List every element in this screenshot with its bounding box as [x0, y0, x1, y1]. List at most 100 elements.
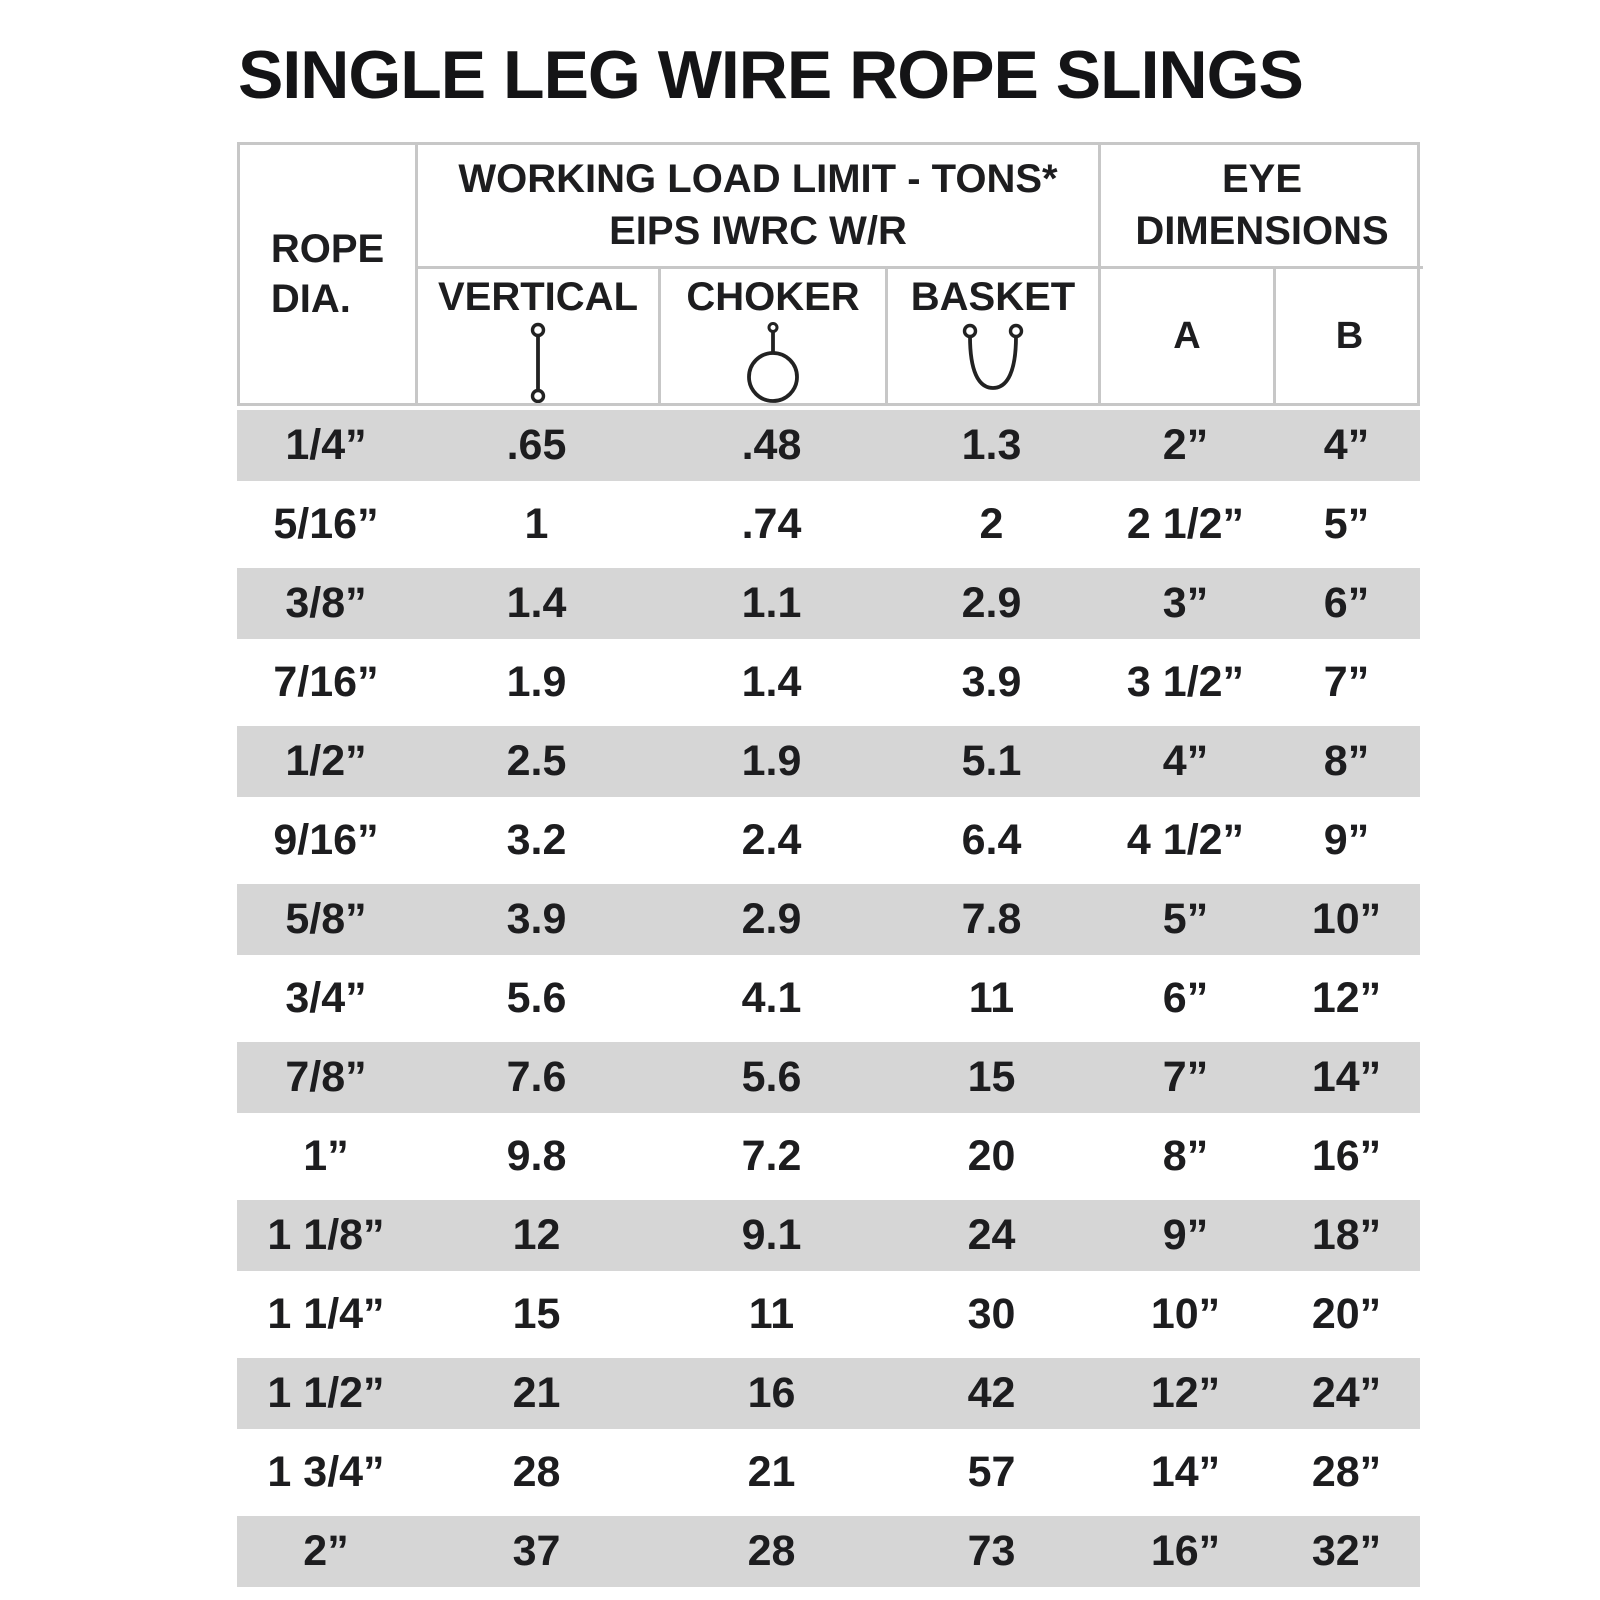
- basket-wll-cell: 2.9: [961, 579, 1022, 627]
- rope-dia-cell: 3/8”: [285, 579, 367, 627]
- header-rope-dia-line2: DIA.: [270, 277, 351, 321]
- basket-wll-cell: 2: [979, 500, 1004, 548]
- eye-b-cell: 7”: [1323, 658, 1370, 706]
- rope-dia-cell: 1/2”: [285, 737, 367, 785]
- table-row: 7/16” 1.9 1.4 3.9 3 1/2” 7”: [237, 643, 1420, 722]
- table-row: 1 1/2” 21 16 42 12” 24”: [237, 1354, 1420, 1433]
- choker-sling-icon: [747, 322, 799, 403]
- header-eye-line1: EYE: [1221, 157, 1303, 202]
- rope-dia-cell: 1 1/2”: [267, 1369, 385, 1417]
- vertical-wll-cell: 12: [512, 1211, 561, 1259]
- table-row: 1 3/4” 28 21 57 14” 28”: [237, 1433, 1420, 1512]
- header-eye-line2: DIMENSIONS: [1135, 208, 1389, 253]
- rope-dia-cell: 1/4”: [285, 421, 367, 469]
- header-vertical: VERTICAL: [418, 269, 661, 403]
- rope-dia-cell: 7/8”: [285, 1053, 367, 1101]
- eye-a-cell: 2 1/2”: [1126, 500, 1245, 548]
- choker-wll-cell: 7.2: [741, 1132, 802, 1180]
- vertical-wll-cell: .65: [506, 421, 567, 469]
- vertical-wll-cell: 37: [512, 1527, 561, 1575]
- rope-dia-cell: 1 1/4”: [267, 1290, 385, 1338]
- vertical-wll-cell: 7.6: [506, 1053, 567, 1101]
- table-row: 1 1/8” 12 9.1 24 9” 18”: [237, 1196, 1420, 1275]
- rope-dia-cell: 7/16”: [273, 658, 379, 706]
- eye-b-cell: 20”: [1311, 1290, 1382, 1338]
- rope-dia-cell: 3/4”: [285, 974, 367, 1022]
- eye-b-cell: 10”: [1311, 895, 1382, 943]
- choker-wll-cell: 16: [747, 1369, 796, 1417]
- basket-wll-cell: 5.1: [961, 737, 1022, 785]
- rope-dia-cell: 5/16”: [273, 500, 379, 548]
- table-row: 1 1/4” 15 11 30 10” 20”: [237, 1275, 1420, 1354]
- eye-a-cell: 3 1/2”: [1126, 658, 1245, 706]
- choker-wll-cell: 21: [747, 1448, 796, 1496]
- vertical-wll-cell: 2.5: [506, 737, 567, 785]
- eye-a-cell: 8”: [1162, 1132, 1209, 1180]
- vertical-sling-icon: [530, 322, 546, 403]
- basket-wll-cell: 20: [967, 1132, 1016, 1180]
- table-row: 7/8” 7.6 5.6 15 7” 14”: [237, 1038, 1420, 1117]
- header-vertical-label: VERTICAL: [438, 275, 638, 319]
- eye-a-cell: 16”: [1150, 1527, 1221, 1575]
- vertical-wll-cell: 28: [512, 1448, 561, 1496]
- header-basket: BASKET: [888, 269, 1101, 403]
- vertical-wll-cell: 21: [512, 1369, 561, 1417]
- eye-a-cell: 9”: [1162, 1211, 1209, 1259]
- eye-b-cell: 5”: [1323, 500, 1370, 548]
- vertical-wll-cell: 1: [524, 500, 549, 548]
- table-row: 1/2” 2.5 1.9 5.1 4” 8”: [237, 722, 1420, 801]
- vertical-wll-cell: 3.9: [506, 895, 567, 943]
- eye-a-cell: 12”: [1150, 1369, 1221, 1417]
- page-title: SINGLE LEG WIRE ROPE SLINGS: [238, 37, 1304, 113]
- header-choker-label: CHOKER: [686, 275, 860, 319]
- basket-wll-cell: 30: [967, 1290, 1016, 1338]
- eye-b-cell: 32”: [1311, 1527, 1382, 1575]
- rope-dia-cell: 1”: [303, 1132, 349, 1180]
- eye-a-cell: 5”: [1162, 895, 1209, 943]
- choker-wll-cell: 1.1: [741, 579, 802, 627]
- eye-b-cell: 9”: [1323, 816, 1370, 864]
- eye-b-cell: 12”: [1311, 974, 1382, 1022]
- rope-dia-cell: 1 1/8”: [267, 1211, 385, 1259]
- vertical-wll-cell: 15: [512, 1290, 561, 1338]
- table-row: 9/16” 3.2 2.4 6.4 4 1/2” 9”: [237, 801, 1420, 880]
- eye-b-cell: 4”: [1323, 421, 1370, 469]
- table-row: 3/8” 1.4 1.1 2.9 3” 6”: [237, 564, 1420, 643]
- eye-b-cell: 16”: [1311, 1132, 1382, 1180]
- basket-wll-cell: 3.9: [961, 658, 1022, 706]
- eye-b-cell: 14”: [1311, 1053, 1382, 1101]
- header-eye-dimensions: EYE DIMENSIONS: [1101, 145, 1423, 269]
- table-row: 5/16” 1 .74 2 2 1/2” 5”: [237, 485, 1420, 564]
- vertical-wll-cell: 9.8: [506, 1132, 567, 1180]
- header-wll-line1: WORKING LOAD LIMIT - TONS*: [458, 157, 1058, 202]
- choker-wll-cell: 4.1: [741, 974, 802, 1022]
- eye-a-cell: 2”: [1162, 421, 1209, 469]
- eye-b-cell: 18”: [1311, 1211, 1382, 1259]
- basket-wll-cell: 42: [967, 1369, 1016, 1417]
- header-basket-label: BASKET: [910, 275, 1076, 319]
- rope-dia-cell: 1 3/4”: [267, 1448, 385, 1496]
- eye-b-cell: 28”: [1311, 1448, 1382, 1496]
- header-eye-a-label: A: [1173, 314, 1201, 357]
- eye-b-cell: 8”: [1323, 737, 1370, 785]
- rope-dia-cell: 2”: [303, 1527, 349, 1575]
- rope-dia-cell: 9/16”: [273, 816, 379, 864]
- eye-a-cell: 10”: [1150, 1290, 1221, 1338]
- rope-dia-cell: 5/8”: [285, 895, 367, 943]
- basket-wll-cell: 24: [967, 1211, 1016, 1259]
- header-choker: CHOKER: [661, 269, 888, 403]
- basket-wll-cell: 7.8: [961, 895, 1022, 943]
- basket-wll-cell: 57: [967, 1448, 1016, 1496]
- header-rope-dia: ROPE DIA.: [240, 145, 418, 403]
- table-header: ROPE DIA. WORKING LOAD LIMIT - TONS* EIP…: [237, 142, 1423, 406]
- header-eye-a: A: [1101, 269, 1276, 403]
- choker-wll-cell: 28: [747, 1527, 796, 1575]
- choker-wll-cell: 2.4: [741, 816, 802, 864]
- eye-a-cell: 6”: [1162, 974, 1209, 1022]
- choker-wll-cell: .48: [741, 421, 802, 469]
- choker-wll-cell: 2.9: [741, 895, 802, 943]
- table-row: 1” 9.8 7.2 20 8” 16”: [237, 1117, 1420, 1196]
- sling-table: ROPE DIA. WORKING LOAD LIMIT - TONS* EIP…: [237, 142, 1423, 1591]
- choker-wll-cell: 1.4: [741, 658, 802, 706]
